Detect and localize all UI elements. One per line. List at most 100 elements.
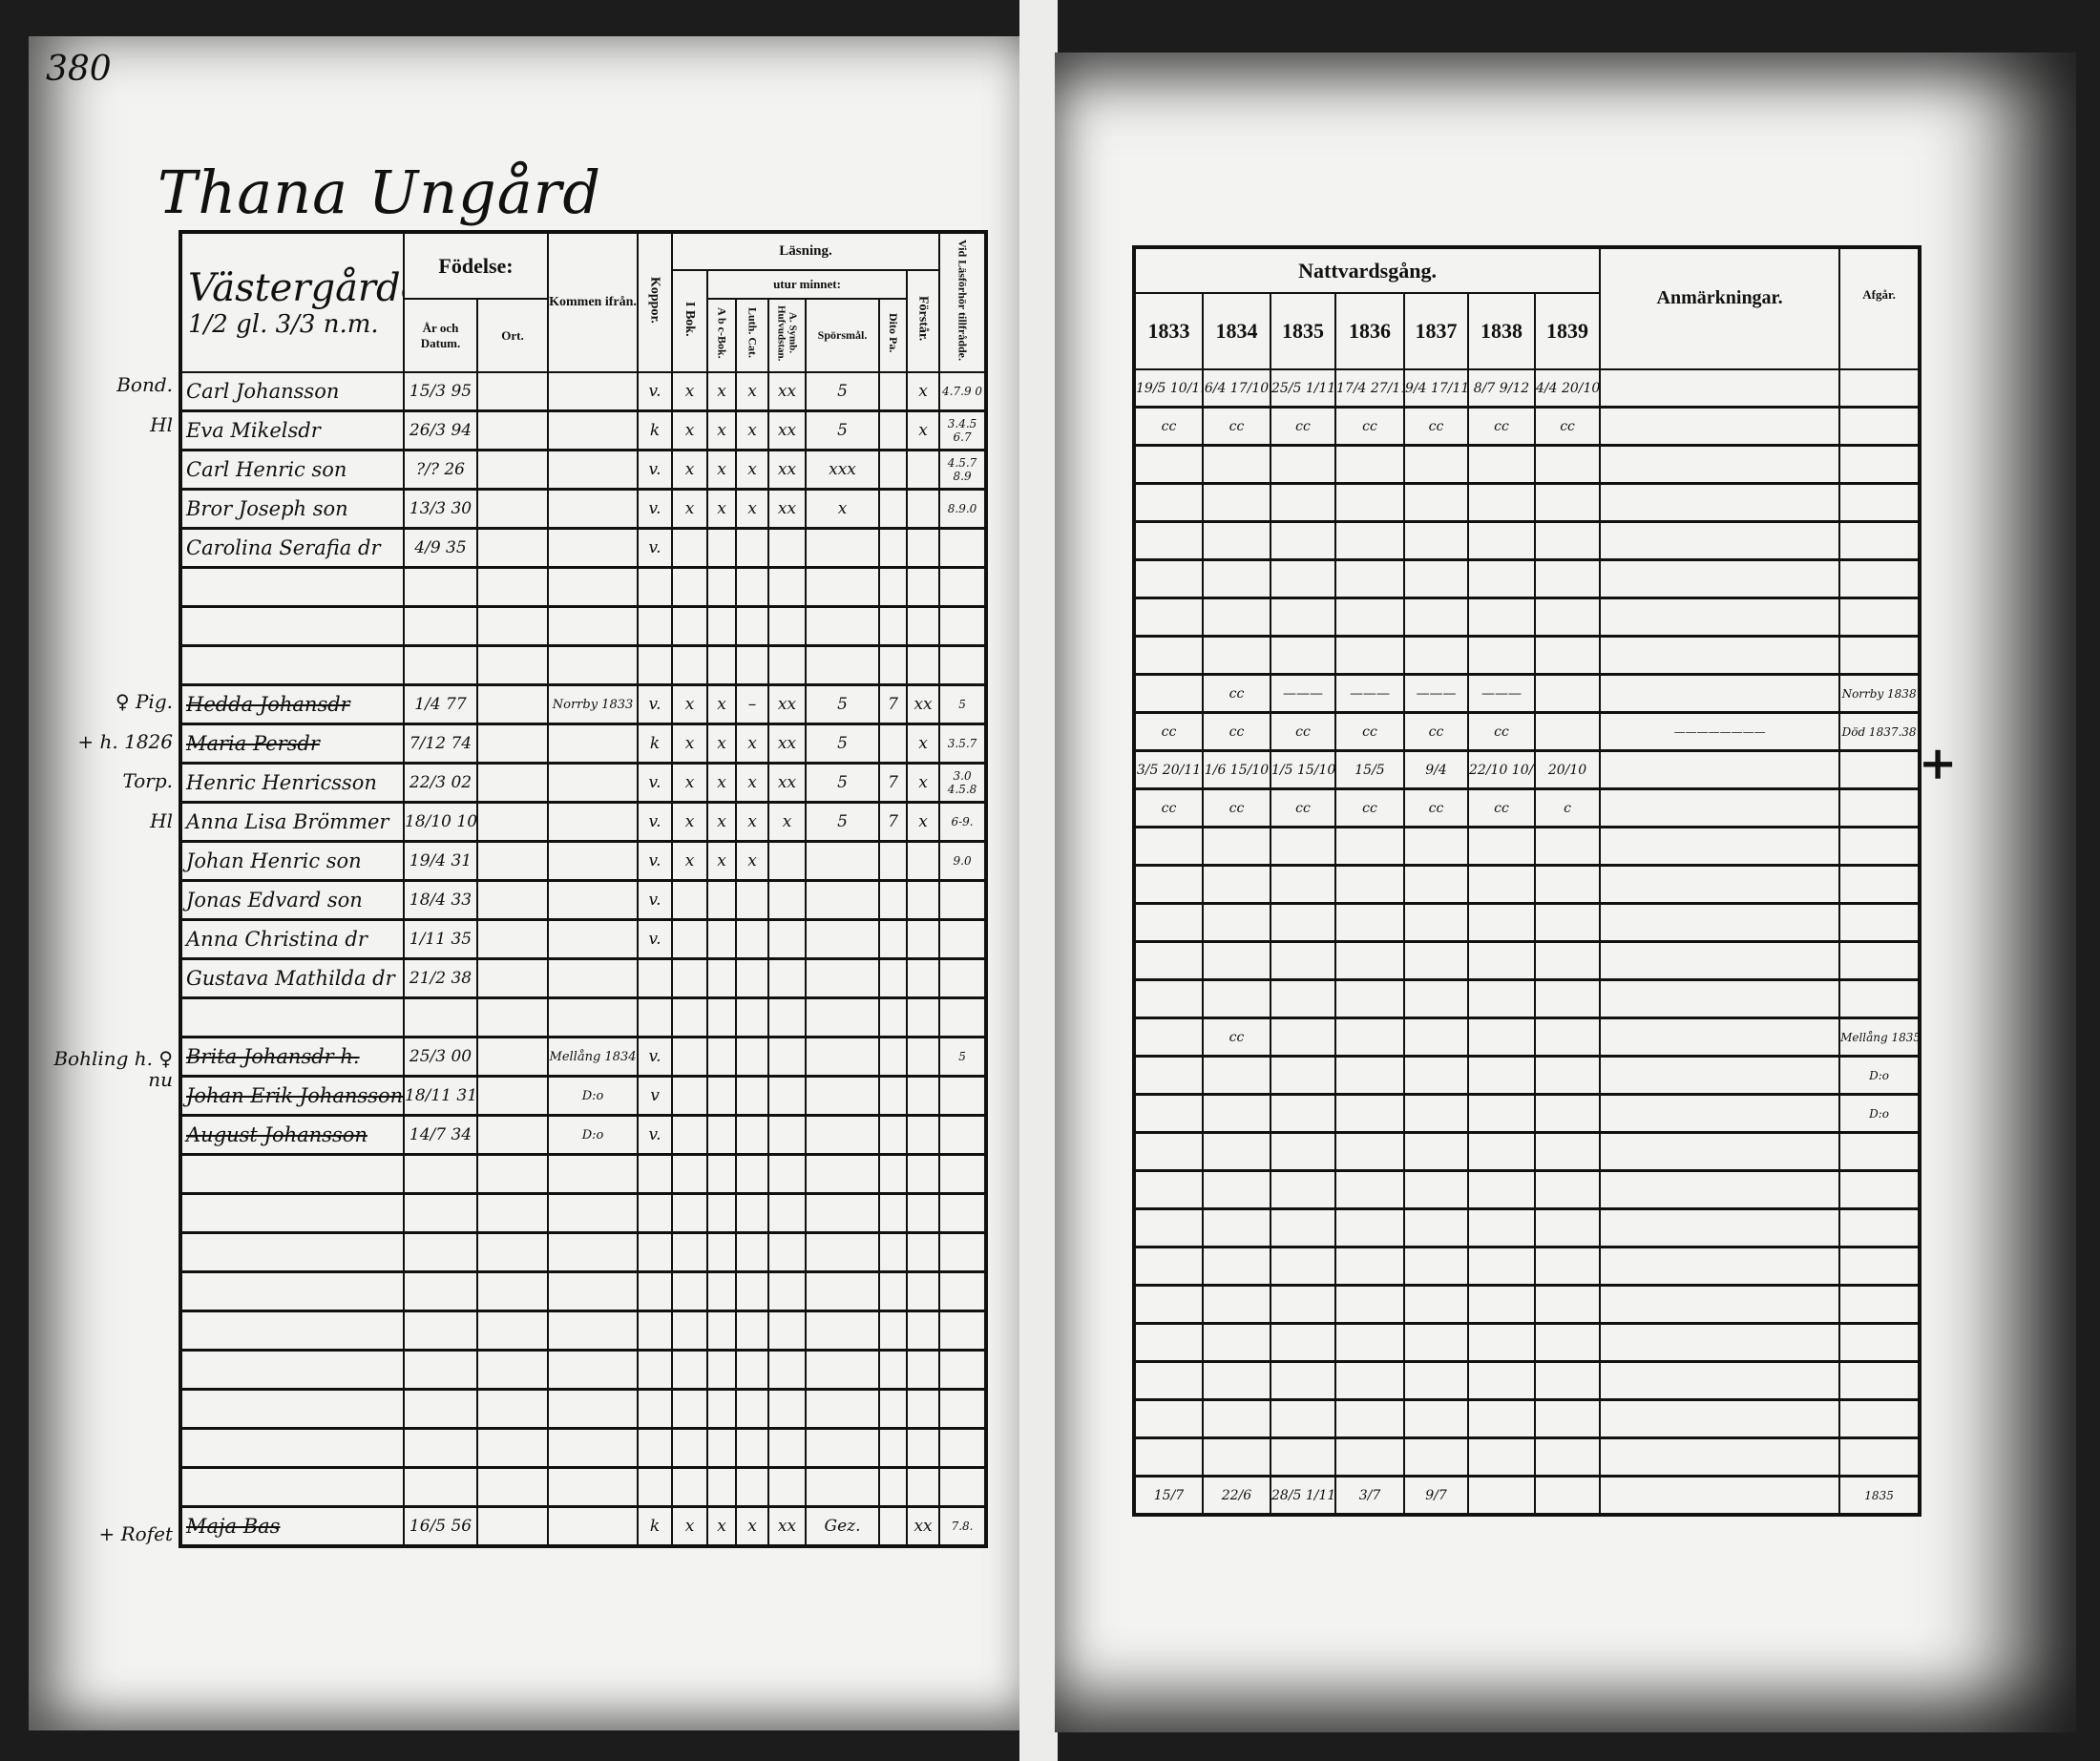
cell-vid bbox=[938, 1388, 988, 1430]
right-table-body: 19/5 10/11 6/4 17/10 25/5 1/11 17/4 27/11 9/… bbox=[1133, 368, 1922, 1517]
cell-bok: x bbox=[671, 762, 709, 804]
cell-koppor bbox=[637, 1153, 674, 1195]
cell-spors bbox=[805, 1153, 881, 1195]
cell-abc bbox=[706, 1075, 738, 1117]
cell-departed bbox=[1838, 1131, 1922, 1172]
communion-cell bbox=[1533, 940, 1602, 981]
cell-spors: 5 bbox=[805, 762, 881, 804]
communion-cell bbox=[1334, 444, 1405, 485]
cell-spors bbox=[805, 1466, 881, 1508]
communion-cell: cc bbox=[1467, 406, 1536, 447]
cell-name: Anna Lisa Brömmer bbox=[179, 801, 405, 843]
communion-cell bbox=[1467, 1322, 1536, 1363]
communion-cell bbox=[1133, 1360, 1204, 1401]
communion-cell bbox=[1533, 978, 1602, 1019]
cell-koppor: v. bbox=[637, 488, 674, 530]
cell-luth: x bbox=[735, 762, 770, 804]
cell-vid bbox=[938, 1466, 988, 1508]
table-row bbox=[1133, 1246, 1922, 1287]
table-row bbox=[1133, 1131, 1922, 1172]
cell-abc bbox=[706, 527, 738, 569]
header-came-from: Kommen ifrån. bbox=[547, 231, 640, 373]
cell-spors bbox=[805, 957, 881, 999]
cell-forstar bbox=[906, 1427, 941, 1469]
cell-bok bbox=[671, 879, 709, 921]
communion-cell bbox=[1467, 978, 1536, 1019]
cell-bok bbox=[671, 1349, 709, 1391]
communion-cell bbox=[1334, 1093, 1405, 1134]
cell-departed bbox=[1838, 1322, 1922, 1363]
header-birth-year: År och Datum. bbox=[403, 298, 478, 373]
cell-luth bbox=[735, 996, 770, 1038]
cell-luth bbox=[735, 1036, 770, 1078]
communion-cell bbox=[1133, 1284, 1204, 1325]
cell-forstar bbox=[906, 1466, 941, 1508]
table-row: August Johansson 14/7 34 D:o v. bbox=[179, 1114, 988, 1156]
cell-date bbox=[403, 644, 478, 686]
communion-cell bbox=[1202, 635, 1271, 676]
cell-spors: 5 bbox=[805, 683, 881, 725]
cell-symb: xx bbox=[767, 449, 808, 491]
table-row: 19/5 10/11 6/4 17/10 25/5 1/11 17/4 27/11 9/… bbox=[1133, 368, 1922, 409]
table-row bbox=[1133, 902, 1922, 943]
cell-forstar bbox=[906, 527, 941, 569]
communion-cell bbox=[1202, 1055, 1271, 1096]
cell-luth bbox=[735, 527, 770, 569]
communion-cell bbox=[1133, 597, 1204, 638]
cell-dito bbox=[878, 1153, 909, 1195]
communion-cell bbox=[1467, 864, 1536, 905]
cell-forstar: x bbox=[906, 801, 941, 843]
cell-from bbox=[547, 1192, 640, 1234]
communion-cell bbox=[1334, 1207, 1405, 1248]
cell-name: Carl Johansson bbox=[179, 371, 405, 412]
communion-cell bbox=[1133, 1093, 1204, 1134]
cell-vid bbox=[938, 1075, 988, 1117]
cell-name: Henric Henricsson bbox=[179, 762, 405, 804]
cell-from: D:o bbox=[547, 1075, 640, 1117]
cell-remarks bbox=[1599, 1093, 1841, 1134]
cell-dito: 7 bbox=[878, 762, 909, 804]
cell-date bbox=[403, 1388, 478, 1430]
cell-from bbox=[547, 449, 640, 491]
margin-note: Bond. bbox=[116, 373, 173, 396]
cell-koppor bbox=[637, 1466, 674, 1508]
cell-vid bbox=[938, 566, 988, 608]
cell-symb bbox=[767, 1427, 808, 1469]
cell-koppor bbox=[637, 1231, 674, 1273]
table-row: cc cc cc cc cc cc c bbox=[1133, 787, 1922, 828]
cell-place bbox=[475, 840, 550, 882]
cell-koppor bbox=[637, 1349, 674, 1391]
cell-koppor: v. bbox=[637, 1036, 674, 1078]
cell-remarks bbox=[1599, 940, 1841, 981]
cell-forstar bbox=[906, 605, 941, 647]
cell-dito bbox=[878, 1114, 909, 1156]
cell-place bbox=[475, 566, 550, 608]
communion-cell bbox=[1270, 558, 1336, 599]
cell-place bbox=[475, 723, 550, 765]
communion-cell bbox=[1133, 1398, 1204, 1439]
cell-symb: x bbox=[767, 801, 808, 843]
cell-bok: x bbox=[671, 371, 709, 412]
communion-cell bbox=[1270, 635, 1336, 676]
cell-luth bbox=[735, 1349, 770, 1391]
cell-departed bbox=[1838, 1207, 1922, 1248]
cell-abc bbox=[706, 1192, 738, 1234]
communion-cell: 1/5 15/10 bbox=[1270, 749, 1336, 790]
margin-note: Torp. bbox=[122, 769, 173, 792]
cell-luth bbox=[735, 605, 770, 647]
cell-departed bbox=[1838, 406, 1922, 447]
cell-luth: x bbox=[735, 801, 770, 843]
communion-cell: ——— bbox=[1467, 673, 1536, 714]
table-row bbox=[1133, 1322, 1922, 1363]
table-row bbox=[179, 1466, 988, 1508]
cell-date bbox=[403, 1270, 478, 1312]
communion-cell: cc bbox=[1202, 673, 1271, 714]
header-remarks: Anmärkningar. bbox=[1599, 246, 1841, 370]
communion-cell bbox=[1202, 597, 1271, 638]
cell-departed: Mellång 1835 bbox=[1838, 1017, 1922, 1058]
cell-date: 18/11 31 bbox=[403, 1075, 478, 1117]
cell-place bbox=[475, 996, 550, 1038]
cell-from bbox=[547, 996, 640, 1038]
table-row: 15/7 22/6 28/5 1/11 3/7 9/7 1835 bbox=[1133, 1475, 1922, 1517]
communion-cell: 6/4 17/10 bbox=[1202, 368, 1271, 409]
